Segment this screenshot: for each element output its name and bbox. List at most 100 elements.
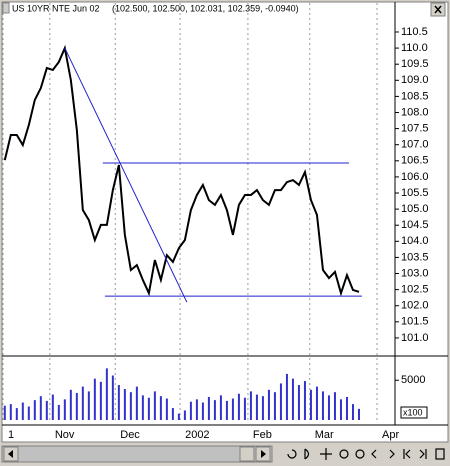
volume-bar xyxy=(189,401,192,420)
y-tick-label: 109.0 xyxy=(401,74,429,86)
volume-bar xyxy=(129,392,132,420)
volume-bar xyxy=(177,413,180,420)
volume-bar xyxy=(117,385,120,420)
toolbar xyxy=(1,445,445,463)
volume-bar xyxy=(267,389,270,420)
y-tick-label: 108.5 xyxy=(401,90,429,102)
volume-bar xyxy=(159,396,162,420)
zoom-in-button[interactable] xyxy=(339,449,349,459)
close-icon[interactable] xyxy=(434,5,442,14)
y-tick-label: 105.5 xyxy=(401,187,429,199)
volume-bar xyxy=(123,389,126,420)
y-tick-label: 107.0 xyxy=(401,139,429,151)
volume-bar xyxy=(15,408,18,420)
zoom-out-button[interactable] xyxy=(355,449,365,459)
volume-bar xyxy=(285,373,288,420)
volume-bar xyxy=(135,386,138,420)
volume-bar xyxy=(297,385,300,420)
y-tick-label: 102.5 xyxy=(401,284,429,296)
price-line xyxy=(3,44,360,297)
y-tick-label: 101.5 xyxy=(401,316,429,328)
volume-bar xyxy=(207,396,210,420)
volume-bar xyxy=(45,400,48,420)
volume-bar xyxy=(303,381,306,420)
volume-bar xyxy=(105,368,108,420)
scrollbar-track[interactable] xyxy=(1,445,273,463)
volume-bar xyxy=(201,402,204,420)
unit-label: x100 xyxy=(403,407,423,417)
volume-bar xyxy=(63,399,66,420)
volume-bar xyxy=(231,398,234,420)
scroll-left-icon xyxy=(8,450,13,458)
volume-bar xyxy=(213,400,216,420)
y-tick-label: 110.5 xyxy=(401,26,428,38)
scroll-right-icon xyxy=(261,450,266,458)
chart-area xyxy=(1,1,449,443)
volume-bar xyxy=(111,375,114,420)
y-tick-label: 106.0 xyxy=(401,171,429,183)
volume-bar xyxy=(279,383,282,420)
y-tick-label: 104.5 xyxy=(401,219,429,231)
title-icon xyxy=(2,2,10,14)
volume-bar xyxy=(333,392,336,420)
volume-bar xyxy=(3,405,6,420)
volume-bar xyxy=(261,396,264,420)
close-button[interactable] xyxy=(430,2,446,17)
volume-bar xyxy=(165,398,168,420)
quote: (102.500, 102.500, 102.031, 102.359, -0.… xyxy=(112,3,299,13)
x-tick-label: Feb xyxy=(253,429,272,441)
volume-bar xyxy=(309,389,312,420)
x-tick-label: Mar xyxy=(315,429,334,441)
refresh-button[interactable] xyxy=(287,449,297,459)
volume-bar xyxy=(195,399,198,420)
volume-bar xyxy=(87,391,90,420)
volume-bar xyxy=(183,410,186,420)
volume-bar xyxy=(75,392,78,420)
y-tick-label: 109.5 xyxy=(401,58,429,70)
volume-bar xyxy=(255,394,258,420)
volume-bar xyxy=(219,395,222,420)
x-tick-label: Dec xyxy=(120,429,140,441)
y-tick-label: 5000 xyxy=(401,374,425,386)
volume-bar xyxy=(321,391,324,420)
x-tick-label: Nov xyxy=(55,429,75,441)
volume-bar xyxy=(51,394,54,420)
page-button[interactable] xyxy=(435,448,445,460)
volume-bar xyxy=(225,400,228,420)
volume-bar xyxy=(249,391,252,420)
volume-bar xyxy=(21,402,24,420)
y-tick-label: 103.5 xyxy=(401,251,429,263)
x-tick-label: 1 xyxy=(8,429,14,441)
unit-box xyxy=(400,406,428,419)
y-tick-label: 106.5 xyxy=(401,155,429,167)
volume-bar xyxy=(291,378,294,420)
volume-bar xyxy=(57,404,60,420)
volume-bar xyxy=(99,381,102,420)
volume-bar xyxy=(345,396,348,420)
trendline xyxy=(64,47,188,303)
volume-bar xyxy=(69,389,72,420)
first-button[interactable] xyxy=(403,449,411,459)
volume-bar xyxy=(147,397,150,420)
volume-bar xyxy=(339,399,342,420)
x-tick-label: Apr xyxy=(382,429,399,441)
y-tick-label: 107.5 xyxy=(401,123,429,135)
volume-bar xyxy=(327,395,330,420)
volume-bar xyxy=(237,393,240,420)
y-tick-label: 103.0 xyxy=(401,267,429,279)
volume-bar xyxy=(153,391,156,420)
window-title: US 10YR NTE Jun 02 xyxy=(12,3,100,13)
crosshair-button[interactable] xyxy=(320,448,332,460)
prev-button[interactable] xyxy=(371,449,377,459)
volume-bar xyxy=(351,404,354,420)
volume-bar xyxy=(243,397,246,420)
next-button[interactable] xyxy=(389,449,395,459)
scroll-thumb[interactable] xyxy=(239,446,255,462)
last-button[interactable] xyxy=(419,449,427,459)
y-tick-label: 104.0 xyxy=(401,235,429,247)
y-tick-label: 101.0 xyxy=(401,332,429,344)
draw-button[interactable] xyxy=(304,448,310,460)
volume-bar xyxy=(93,378,96,420)
volume-bar xyxy=(9,404,12,420)
